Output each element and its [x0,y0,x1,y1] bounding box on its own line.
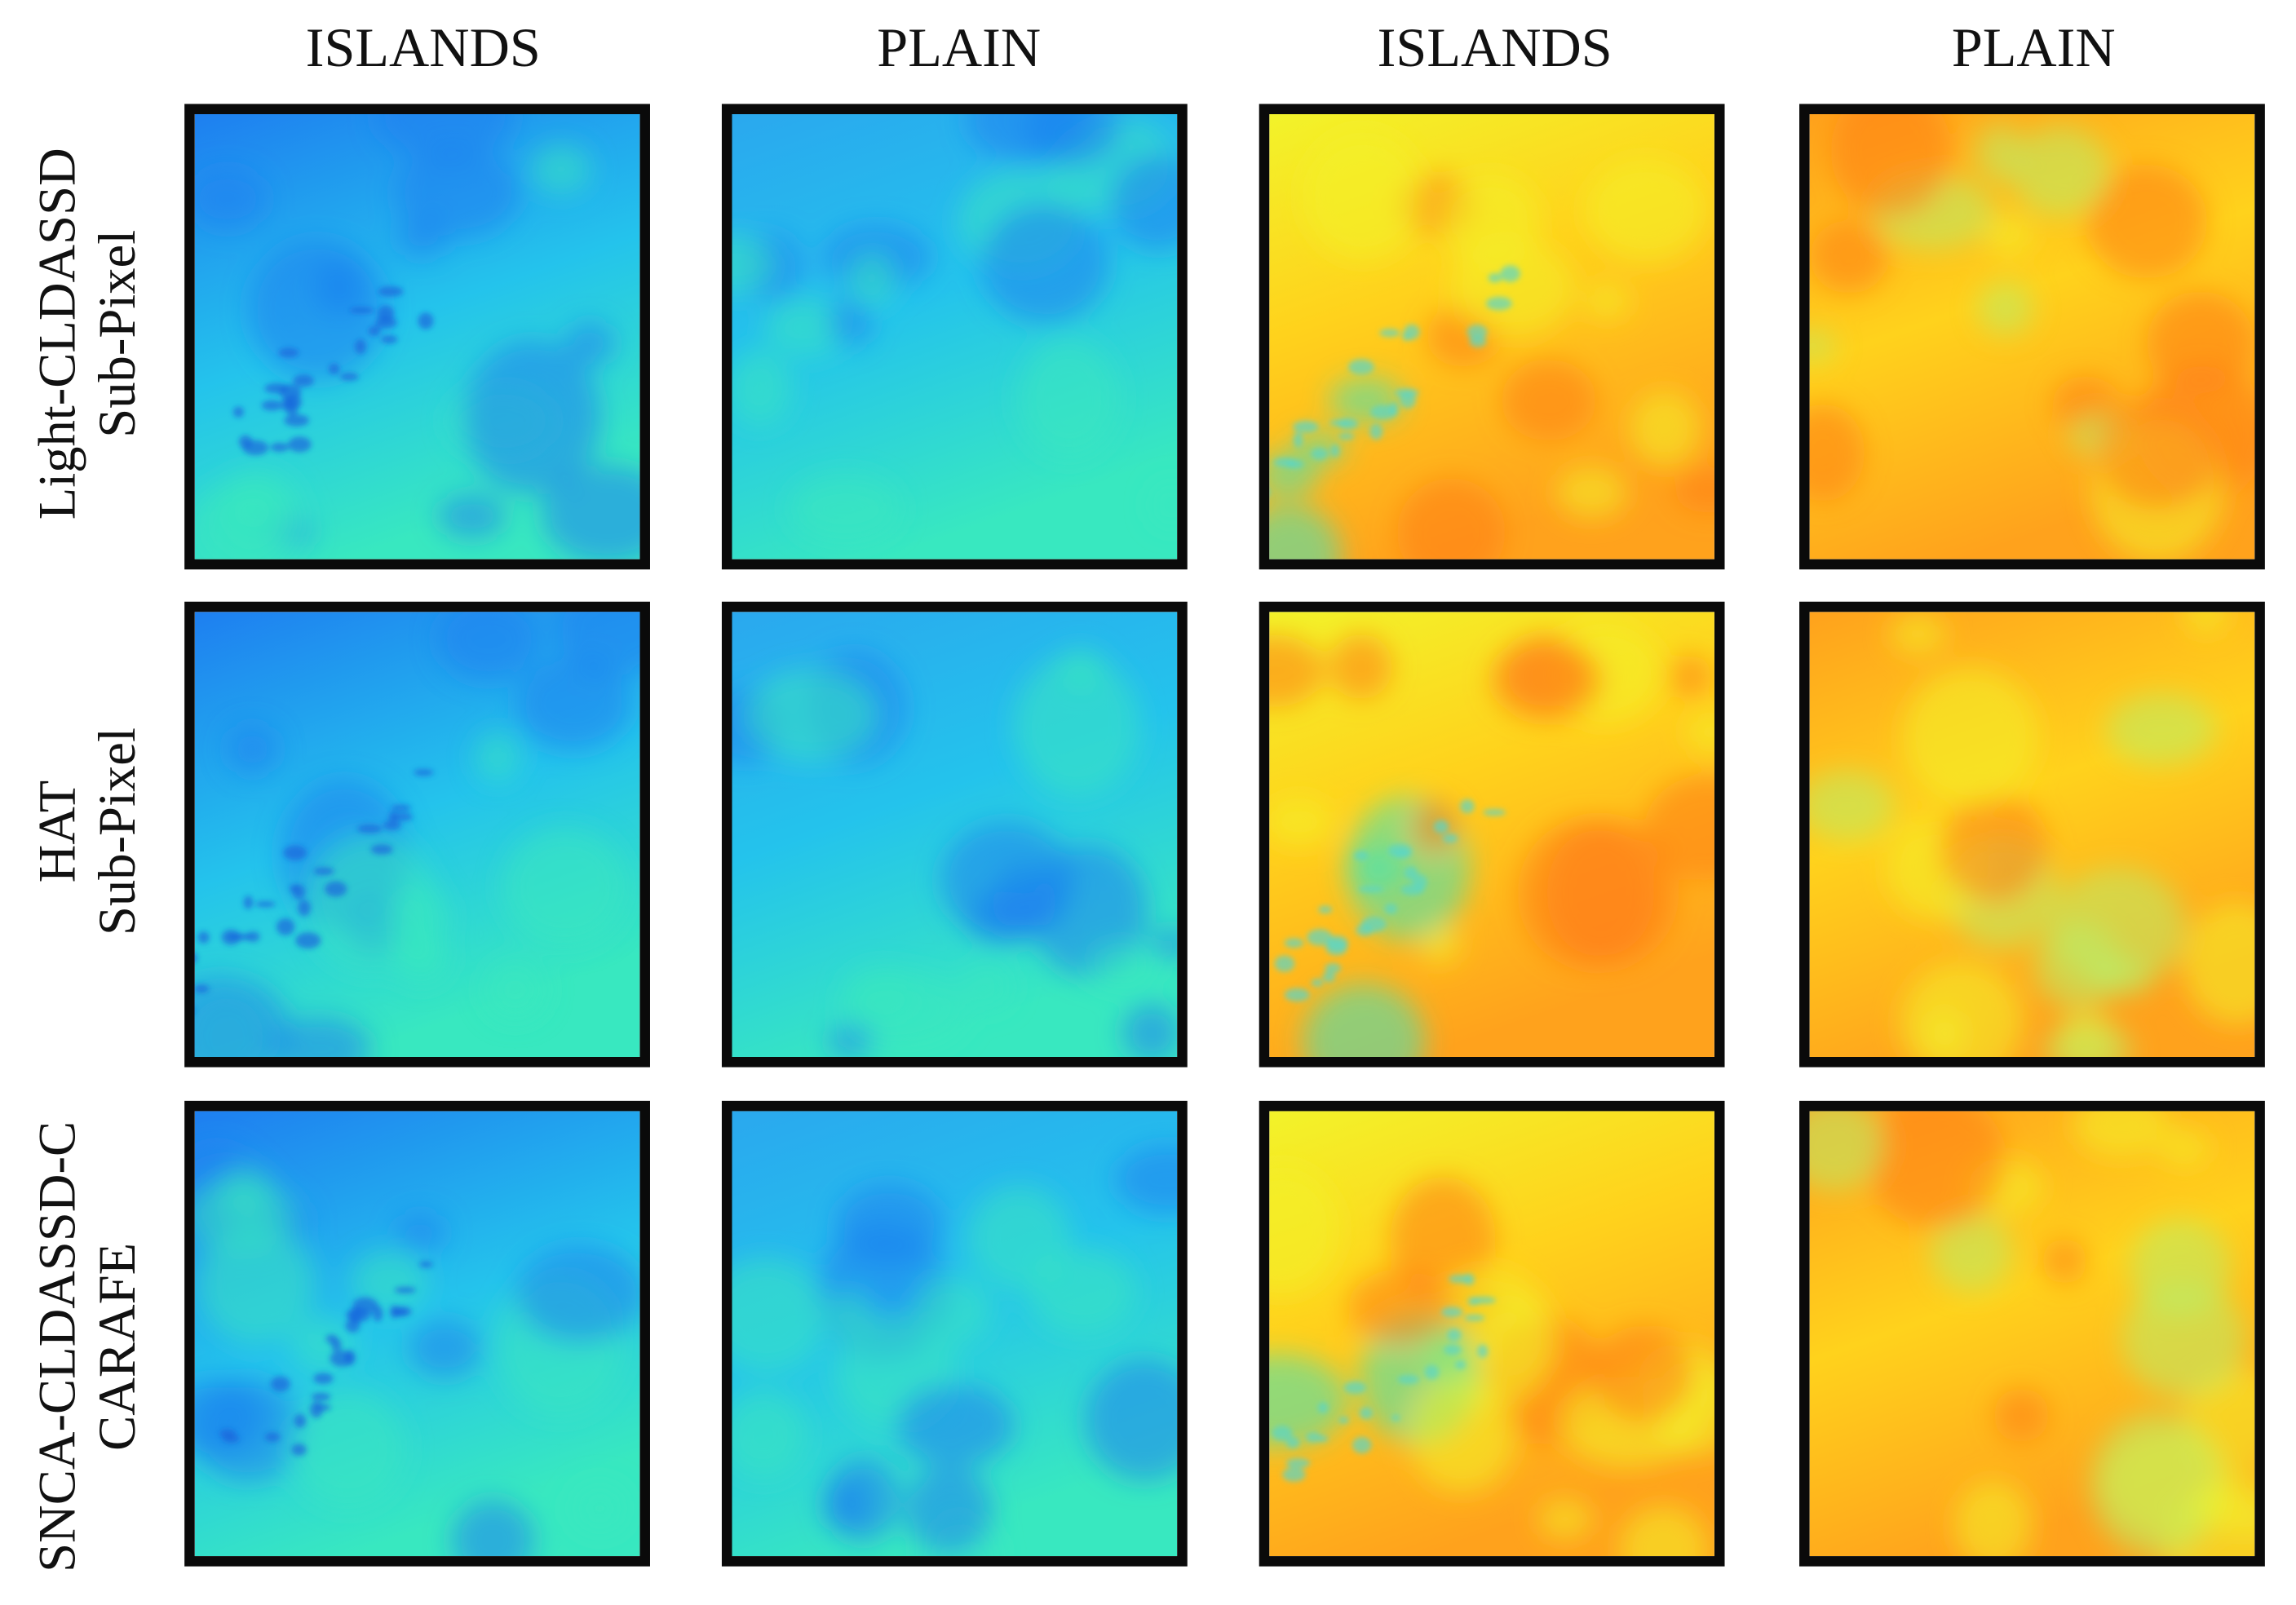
heatmap-panel [1799,601,2265,1068]
heatmap-panel [1259,1100,1725,1567]
column-header-plain-2: PLAIN [1951,17,2116,79]
row-label-hat: HAT Sub-Pixel [28,727,148,935]
heatmap-panel [184,601,650,1068]
row-label-line2: CARAFE [87,1242,147,1451]
heatmap-panel [721,104,1188,570]
heatmap-panel [1259,104,1725,570]
column-header-islands-2: ISLANDS [1377,17,1613,79]
column-header-plain-1: PLAIN [877,17,1042,79]
row-label-snca-cldassd: SNCA-CLDASSD-C CARAFE [28,1121,148,1572]
heatmap-panel [1799,104,2265,570]
heatmap-panel [721,601,1188,1068]
row-label-line2: Sub-Pixel [87,229,147,438]
row-label-line1: SNCA-CLDASSD-C [28,1121,86,1572]
column-header-islands-1: ISLANDS [305,17,541,79]
row-label-line1: HAT [28,780,86,883]
row-label-light-cldassd: Light-CLDASSD Sub-Pixel [28,148,148,520]
heatmap-panel [1799,1100,2265,1567]
row-label-line2: Sub-Pixel [87,727,147,936]
row-label-line1: Light-CLDASSD [28,148,86,520]
heatmap-panel [184,1100,650,1567]
heatmap-panel [721,1100,1188,1567]
heatmap-panel [1259,601,1725,1068]
heatmap-panel [184,104,650,570]
